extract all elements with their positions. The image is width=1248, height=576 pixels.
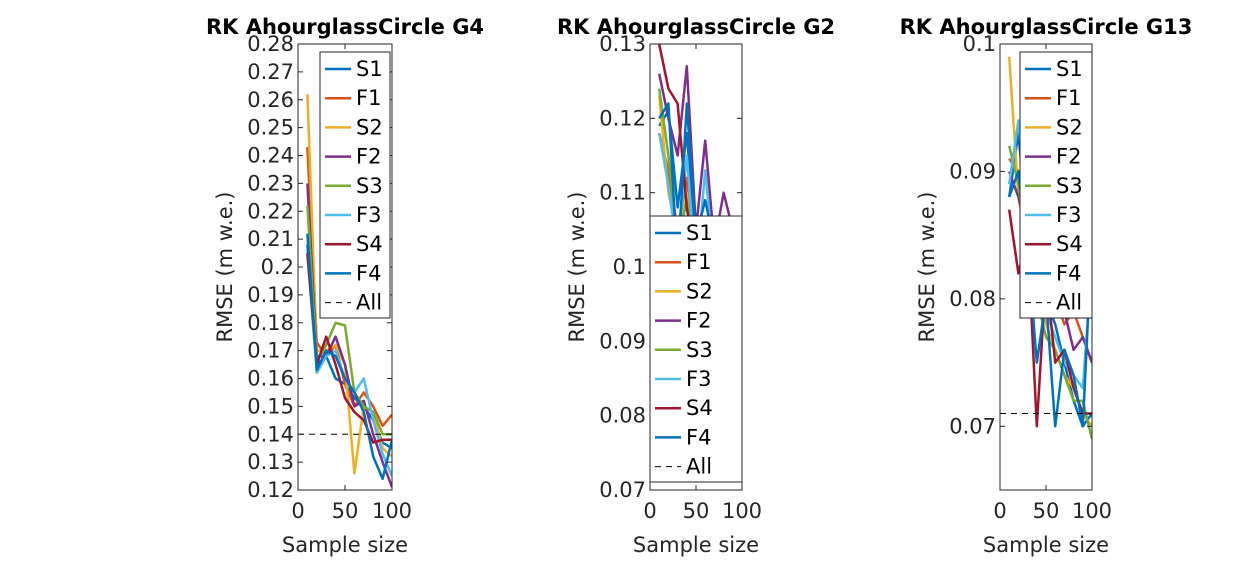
x-axis-label: Sample size	[633, 533, 759, 557]
legend-label-s2: S2	[686, 279, 713, 303]
legend-label-f1: F1	[686, 250, 711, 274]
legend-label-s3: S3	[356, 174, 383, 198]
y-tick-label: 0.27	[247, 60, 294, 84]
legend-label-f2: F2	[356, 145, 381, 169]
chart-panel-1: RK AhourglassCircle G4 0.12 0.13 0.14 0.15 0.…	[206, 15, 484, 557]
y-tick-label: 0.18	[247, 311, 294, 335]
x-tick-label: 50	[332, 499, 359, 523]
legend: S1 F1 S2 F2 S3 F3 S4 F4 All	[319, 51, 391, 319]
legend-label-s2: S2	[356, 115, 383, 139]
y-tick-label: 0.23	[247, 171, 294, 195]
y-tick-label: 0.26	[247, 88, 294, 112]
y-tick-label: 0.19	[247, 283, 294, 307]
y-tick-label: 0.16	[247, 367, 294, 391]
chart-title: RK AhourglassCircle G13	[900, 15, 1193, 39]
legend: S1 F1 S2 F2 S3 F3 S4 F4 All	[649, 215, 743, 483]
legend-label-f4: F4	[356, 261, 381, 285]
y-tick-label: 0.13	[599, 32, 646, 56]
series-line-f2	[657, 65, 742, 246]
legend-label-all: All	[356, 291, 382, 315]
legend-label-f2: F2	[686, 309, 711, 333]
legend-label-s4: S4	[686, 396, 713, 420]
y-tick-label: 0.11	[599, 181, 646, 205]
x-axis-label: Sample size	[983, 533, 1109, 557]
y-tick-label: 0.12	[599, 106, 646, 130]
series-group	[298, 94, 392, 488]
x-tick-label: 100	[722, 499, 762, 523]
legend-label-f1: F1	[1056, 86, 1081, 110]
legend-label-all: All	[1056, 291, 1082, 315]
y-tick-label: 0.2	[261, 255, 294, 279]
y-tick-label: 0.07	[949, 414, 996, 438]
legend-label-s1: S1	[356, 57, 383, 81]
y-tick-label: 0.1	[613, 255, 646, 279]
y-tick-label: 0.17	[247, 339, 294, 363]
y-axis-label: RMSE (m w.e.)	[915, 191, 939, 342]
y-tick-label: 0.09	[599, 329, 646, 353]
chart-panel-2: RK AhourglassCircle G2 0.07 0.08 0.09 0.1 0.1…	[557, 15, 835, 557]
x-tick-label: 100	[372, 499, 412, 523]
legend-label-s3: S3	[1056, 174, 1083, 198]
legend-label-s4: S4	[356, 232, 383, 256]
y-tick-label: 0.08	[599, 404, 646, 428]
y-tick-label: 0.28	[247, 32, 294, 56]
legend-label-f1: F1	[356, 86, 381, 110]
x-tick-label: 100	[1072, 499, 1112, 523]
x-tick-label: 0	[291, 499, 304, 523]
y-tick-label: 0.09	[949, 159, 996, 183]
legend-label-s1: S1	[1056, 57, 1083, 81]
legend-label-s1: S1	[686, 221, 713, 245]
y-tick-label: 0.22	[247, 199, 294, 223]
y-tick-label: 0.21	[247, 227, 294, 251]
y-tick-label: 0.13	[247, 450, 294, 474]
y-axis-label: RMSE (m w.e.)	[565, 191, 589, 342]
y-tick-label: 0.25	[247, 116, 294, 140]
legend-label-f4: F4	[1056, 261, 1081, 285]
legend-label-f3: F3	[686, 367, 711, 391]
chart-panel-3: RK AhourglassCircle G13 0.07 0.08 0.09 0.1 0 5…	[900, 15, 1193, 557]
x-axis-label: Sample size	[282, 533, 408, 557]
legend-label-f3: F3	[1056, 203, 1081, 227]
x-tick-label: 0	[993, 499, 1006, 523]
legend-label-all: All	[686, 455, 712, 479]
y-tick-label: 0.24	[247, 144, 294, 168]
legend-label-s3: S3	[686, 338, 713, 362]
x-tick-label: 50	[1033, 499, 1060, 523]
legend-label-f2: F2	[1056, 145, 1081, 169]
y-tick-label: 0.15	[247, 394, 294, 418]
x-tick-label: 0	[643, 499, 656, 523]
y-tick-label: 0.14	[247, 422, 294, 446]
legend-label-s4: S4	[1056, 232, 1083, 256]
y-tick-label: 0.08	[949, 287, 996, 311]
legend: S1 F1 S2 F2 S3 F3 S4 F4 All	[1019, 51, 1093, 319]
chart-title: RK AhourglassCircle G2	[557, 15, 835, 39]
y-tick-label: 0.1	[963, 32, 996, 56]
legend-label-f3: F3	[356, 203, 381, 227]
x-tick-label: 50	[683, 499, 710, 523]
series-line-s4	[306, 252, 392, 444]
legend-label-s2: S2	[1056, 115, 1083, 139]
y-axis-label: RMSE (m w.e.)	[213, 191, 237, 342]
y-tick-label: 0.07	[599, 478, 646, 502]
chart-title: RK AhourglassCircle G4	[206, 15, 484, 39]
series-line-f4	[306, 233, 392, 481]
y-tick-label: 0.12	[247, 478, 294, 502]
legend-label-f4: F4	[686, 425, 711, 449]
